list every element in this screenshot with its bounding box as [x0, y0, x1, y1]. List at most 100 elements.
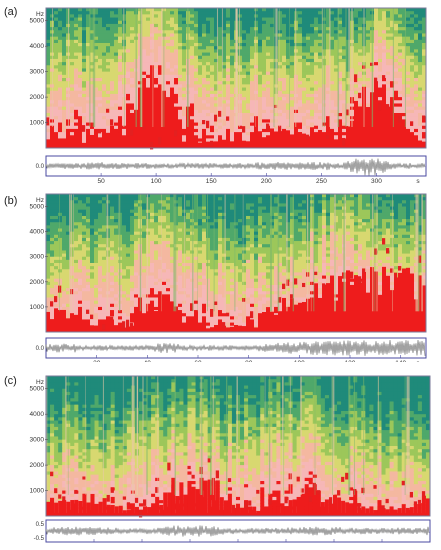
energy-band: [310, 301, 315, 332]
energy-band: [202, 324, 207, 332]
spectrogram-cells: [46, 194, 427, 333]
spectrogram-cells: [46, 376, 431, 518]
energy-band: [361, 506, 366, 516]
energy-band: [337, 497, 342, 516]
energy-band: [318, 297, 323, 332]
energy-band: [146, 139, 151, 148]
energy-band: [250, 142, 255, 148]
energy-band: [358, 106, 363, 148]
y-tick-label: 2000: [30, 462, 45, 469]
energy-band: [421, 495, 427, 516]
energy-band: [338, 142, 343, 148]
energy-band: [98, 137, 103, 148]
energy-band: [226, 327, 231, 332]
x-tick-label: 100: [151, 178, 162, 184]
energy-band: [186, 142, 191, 148]
energy-band: [62, 309, 67, 332]
energy-band: [202, 140, 207, 148]
energy-band: [282, 129, 287, 148]
energy-band: [230, 326, 235, 332]
y-tick-label: 3000: [30, 254, 45, 261]
energy-band: [182, 325, 187, 332]
energy-band: [118, 325, 123, 332]
energy-band: [350, 286, 355, 332]
energy-band: [274, 314, 279, 332]
energy-band: [418, 140, 423, 148]
energy-band: [206, 142, 211, 148]
energy-band: [230, 141, 235, 148]
waveform-strip: [45, 337, 427, 359]
energy-band: [50, 140, 55, 148]
waveform-frame: [45, 337, 427, 359]
energy-band: [110, 129, 115, 148]
energy-band: [219, 497, 225, 516]
energy-band: [46, 311, 51, 332]
energy-band: [134, 326, 139, 332]
energy-band: [94, 325, 99, 332]
x-tick-label: 200: [261, 178, 272, 184]
energy-band: [70, 500, 75, 516]
energy-band: [82, 142, 87, 148]
waveform-tick-label: 0.0: [36, 164, 45, 170]
energy-band: [406, 267, 411, 332]
spectrogram-cells: [46, 8, 427, 150]
energy-band: [286, 306, 291, 332]
energy-band: [195, 489, 200, 516]
energy-band: [66, 318, 71, 332]
energy-band: [328, 503, 334, 516]
energy-band: [272, 508, 277, 516]
energy-band: [262, 312, 267, 332]
energy-band: [78, 500, 83, 516]
energy-band: [312, 499, 318, 516]
energy-band: [130, 141, 135, 148]
energy-band: [338, 276, 343, 332]
energy-band: [382, 87, 387, 148]
x-tick-label: 150: [206, 178, 217, 184]
energy-band: [270, 128, 275, 148]
energy-band: [211, 480, 217, 516]
energy-band: [274, 131, 279, 148]
spectrogram-c: Hz500040003000200010000.5-0.520406080100…: [30, 375, 431, 543]
energy-band: [215, 480, 221, 516]
y-tick-label: 5000: [30, 204, 45, 211]
waveform-strip: [45, 155, 427, 177]
energy-band: [284, 506, 289, 516]
energy-band: [62, 504, 67, 516]
energy-band: [94, 136, 99, 148]
energy-band: [314, 283, 319, 332]
energy-band: [258, 314, 263, 332]
energy-band: [138, 139, 143, 148]
energy-band: [341, 500, 346, 516]
energy-band: [413, 504, 419, 516]
plot-frame: [45, 7, 427, 149]
x-tick-label: 250: [316, 178, 327, 184]
energy-band: [166, 139, 171, 148]
energy-band: [106, 325, 111, 332]
energy-band: [240, 507, 245, 516]
energy-band: [163, 492, 168, 516]
energy-band: [414, 299, 419, 332]
energy-band: [248, 508, 253, 516]
energy-band: [302, 302, 307, 332]
energy-band: [326, 283, 331, 332]
energy-band: [410, 273, 415, 332]
energy-band: [162, 306, 167, 332]
energy-band: [154, 311, 159, 332]
energy-band: [385, 509, 390, 516]
energy-band: [126, 142, 131, 148]
energy-band: [381, 508, 386, 516]
energy-band: [214, 324, 219, 332]
y-tick-label: 1000: [30, 488, 45, 495]
energy-band: [78, 140, 83, 148]
energy-band: [322, 135, 327, 148]
energy-band: [304, 501, 310, 516]
y-unit-label: Hz: [36, 379, 44, 386]
energy-band: [402, 140, 407, 148]
energy-band: [198, 142, 203, 148]
energy-band: [402, 268, 407, 332]
energy-band: [46, 139, 51, 148]
x-tick-label: 20: [93, 360, 101, 362]
energy-band: [397, 508, 403, 516]
energy-band: [296, 496, 302, 516]
